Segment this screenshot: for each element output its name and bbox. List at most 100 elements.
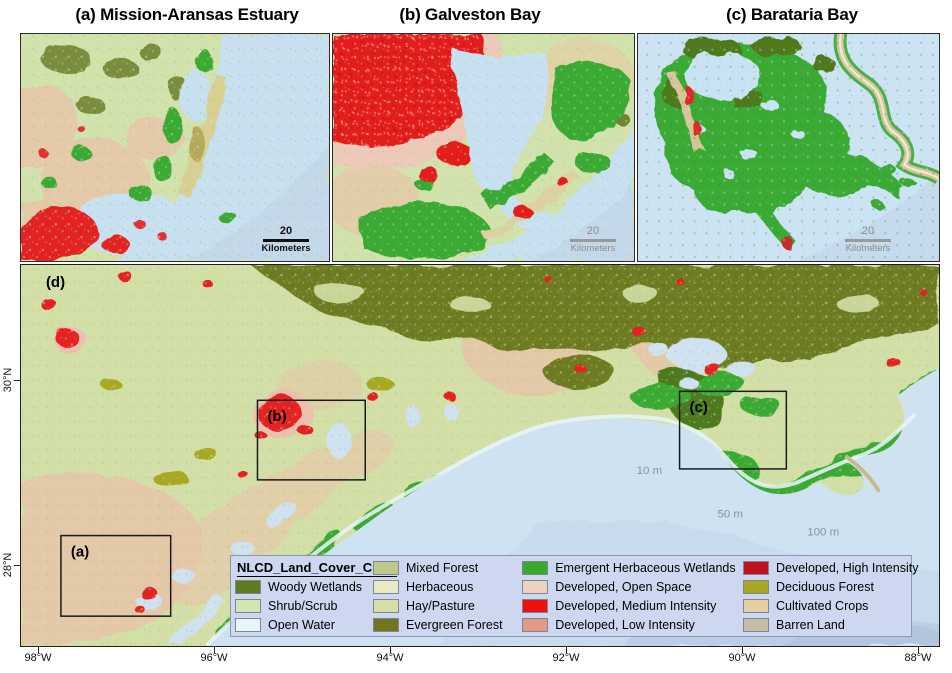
scalebar-line <box>570 239 616 242</box>
inset-rect-a <box>60 534 172 617</box>
coastline <box>205 412 917 646</box>
legend-label: Developed, High Intensity <box>776 560 919 575</box>
panel-a-scalebar: 20 Kilometers <box>258 226 314 254</box>
legend-item: Herbaceous <box>373 577 522 596</box>
legend-swatch <box>743 598 769 613</box>
x-label-94w: 94°W <box>376 652 404 664</box>
legend-swatch <box>522 579 549 594</box>
inset-label-a: (a) <box>71 543 89 560</box>
legend-item: Woody Wetlands <box>235 577 373 596</box>
inset-rect-b <box>256 399 366 481</box>
legend-item: Deciduous Forest <box>743 577 911 596</box>
scalebar-value: 20 <box>586 225 600 237</box>
legend: NLCD_Land_Cover_Class Woody Wetlands Shrub… <box>230 555 918 637</box>
depth-label-50m: 50 m <box>717 509 742 521</box>
scalebar-line <box>845 239 891 242</box>
legend-item: Developed, High Intensity <box>743 558 918 577</box>
panel-c-map: 20 Kilometers <box>637 33 940 262</box>
legend-label: Open Water <box>268 617 335 632</box>
legend-label: Mixed Forest <box>406 560 479 575</box>
panel-c-art <box>638 34 939 261</box>
scalebar-value: 20 <box>861 225 875 237</box>
legend-swatch <box>522 560 549 575</box>
y-label-30n: 30°N <box>2 367 14 393</box>
x-tick-94w <box>390 647 391 653</box>
x-label-90w: 90°W <box>728 652 756 664</box>
legend-item: Shrub/Scrub <box>235 596 373 615</box>
y-tick-28n <box>14 565 20 566</box>
legend-item: Emergent Herbaceous Wetlands <box>522 558 743 577</box>
legend-item: Mixed Forest <box>373 558 522 577</box>
legend-swatch <box>373 598 399 613</box>
legend-label: Barren Land <box>776 617 845 632</box>
legend-label: Herbaceous <box>406 579 474 594</box>
panel-b-scalebar: 20 Kilometers <box>565 226 621 254</box>
legend-swatch <box>235 598 261 613</box>
legend-item: Hay/Pasture <box>373 596 522 615</box>
x-tick-90w <box>742 647 743 653</box>
legend-label: Developed, Low Intensity <box>555 617 695 632</box>
scalebar-unit: Kilometers <box>261 243 311 254</box>
main-map-label-d: (d) <box>46 274 65 291</box>
legend-label: Deciduous Forest <box>776 579 874 594</box>
legend-item: Cultivated Crops <box>743 596 911 615</box>
legend-item: Developed, Low Intensity <box>522 615 743 634</box>
legend-column-3: Emergent Herbaceous Wetlands Developed, O… <box>522 558 743 636</box>
legend-label: Emergent Herbaceous Wetlands <box>555 560 736 575</box>
legend-swatch <box>522 617 549 632</box>
legend-swatch <box>743 579 769 594</box>
panel-b-map: 20 Kilometers <box>332 33 635 262</box>
legend-swatch <box>373 560 399 575</box>
legend-label: Woody Wetlands <box>268 579 363 594</box>
legend-column-4: Developed, High Intensity Deciduous Fores… <box>743 558 918 636</box>
legend-label: Evergreen Forest <box>406 617 503 632</box>
legend-swatch <box>235 579 261 594</box>
legend-item: Evergreen Forest <box>373 615 522 634</box>
legend-swatch <box>522 598 549 613</box>
legend-label: Developed, Medium Intensity <box>555 598 717 613</box>
legend-swatch <box>373 579 399 594</box>
inset-rect-c <box>678 390 788 470</box>
scalebar-value: 20 <box>279 225 293 237</box>
legend-item: Barren Land <box>743 615 911 634</box>
scalebar-unit: Kilometers <box>845 243 891 254</box>
panel-b-title: (b) Galveston Bay <box>399 5 541 24</box>
x-tick-92w <box>566 647 567 653</box>
depth-label-10m: 10 m <box>637 465 662 477</box>
legend-column-2: Mixed Forest Herbaceous Hay/Pasture Evergre… <box>373 558 522 636</box>
x-tick-88w <box>918 647 919 653</box>
panel-b-art <box>333 34 634 261</box>
depth-label-100m: 100 m <box>807 527 839 539</box>
legend-label: Cultivated Crops <box>776 598 869 613</box>
inset-label-c: (c) <box>690 399 708 416</box>
legend-item: Developed, Medium Intensity <box>522 596 743 615</box>
scalebar-line <box>263 239 309 242</box>
legend-title: NLCD_Land_Cover_Class <box>237 560 398 577</box>
inset-rectangles <box>60 390 788 617</box>
scalebar-unit: Kilometers <box>570 243 616 254</box>
x-tick-96w <box>214 647 215 653</box>
panel-a-art <box>21 34 329 261</box>
panel-a-map: 20 Kilometers <box>20 33 330 262</box>
legend-swatch <box>743 560 769 575</box>
x-label-88w: 88°W <box>904 652 932 664</box>
panel-a-title: (a) Mission-Aransas Estuary <box>75 5 299 24</box>
legend-swatch <box>373 617 399 632</box>
x-label-96w: 96°W <box>200 652 228 664</box>
x-tick-98w <box>38 647 39 653</box>
legend-column-1: NLCD_Land_Cover_Class Woody Wetlands Shrub… <box>235 558 398 636</box>
x-label-98w: 98°W <box>24 652 52 664</box>
y-label-28n: 28°N <box>2 552 14 578</box>
legend-swatch <box>743 617 769 632</box>
legend-label: Developed, Open Space <box>555 579 692 594</box>
delta-finger <box>844 454 881 493</box>
y-tick-30n <box>14 380 20 381</box>
legend-item: Developed, Open Space <box>522 577 743 596</box>
x-label-92w: 92°W <box>552 652 580 664</box>
legend-label: Hay/Pasture <box>406 598 475 613</box>
panel-c-title: (c) Barataria Bay <box>726 5 858 24</box>
inset-label-b: (b) <box>267 408 286 425</box>
panel-c-scalebar: 20 Kilometers <box>840 226 896 254</box>
legend-swatch <box>235 617 261 632</box>
